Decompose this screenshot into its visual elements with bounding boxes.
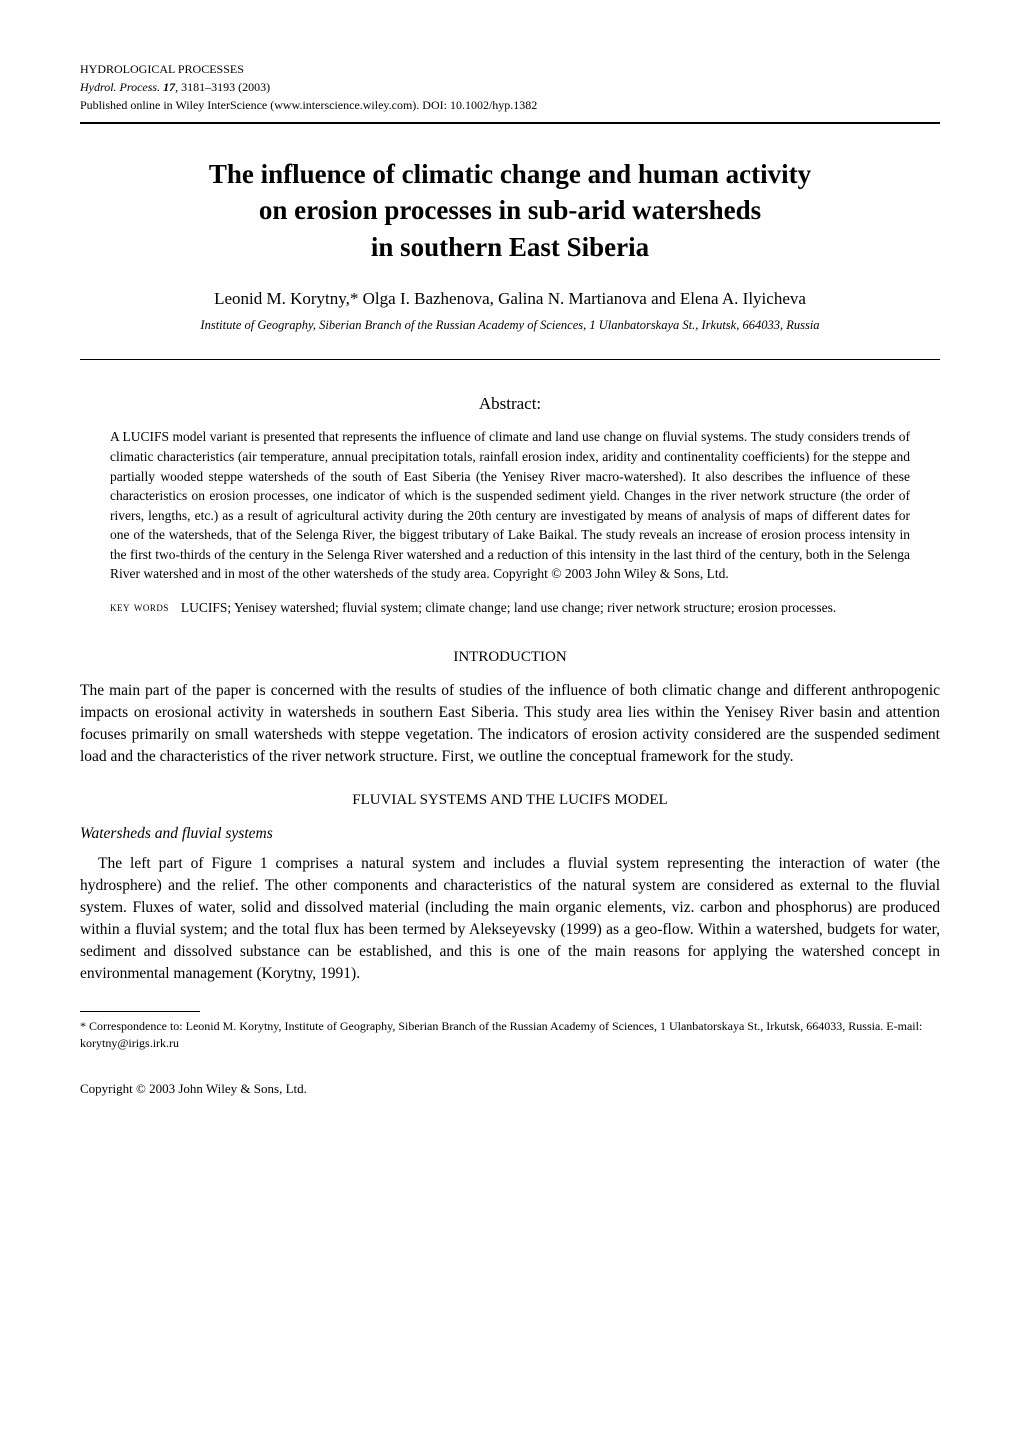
authors: Leonid M. Korytny,* Olga I. Bazhenova, G… [80, 287, 940, 311]
pages-year: , 3181–3193 (2003) [175, 80, 270, 94]
footnote-rule [80, 1011, 200, 1012]
author-rule [80, 359, 940, 360]
section-heading-introduction: INTRODUCTION [80, 647, 940, 668]
section-heading-fluvial: FLUVIAL SYSTEMS AND THE LUCIFS MODEL [80, 790, 940, 811]
title-line-3: in southern East Siberia [371, 232, 649, 262]
journal-name: HYDROLOGICAL PROCESSES [80, 60, 940, 78]
article-title: The influence of climatic change and hum… [80, 156, 940, 265]
keywords-row: key words LUCIFS; Yenisey watershed; flu… [110, 598, 910, 618]
affiliation: Institute of Geography, Siberian Branch … [80, 317, 940, 335]
publication-info: Published online in Wiley InterScience (… [80, 96, 940, 114]
abstract-text: A LUCIFS model variant is presented that… [110, 427, 910, 584]
journal-citation: Hydrol. Process. 17, 3181–3193 (2003) [80, 78, 940, 96]
volume: 17 [160, 80, 175, 94]
abstract-heading: Abstract: [80, 392, 940, 416]
title-line-1: The influence of climatic change and hum… [209, 159, 811, 189]
subsection-heading-watersheds: Watersheds and fluvial systems [80, 823, 940, 845]
title-line-2: on erosion processes in sub-arid watersh… [259, 195, 761, 225]
keywords-text: LUCIFS; Yenisey watershed; fluvial syste… [181, 598, 836, 618]
intro-paragraph: The main part of the paper is concerned … [80, 680, 940, 768]
fluvial-paragraph: The left part of Figure 1 comprises a na… [80, 853, 940, 985]
copyright-notice: Copyright © 2003 John Wiley & Sons, Ltd. [80, 1080, 940, 1098]
journal-abbrev: Hydrol. Process. [80, 80, 160, 94]
header-rule [80, 122, 940, 124]
journal-header: HYDROLOGICAL PROCESSES Hydrol. Process. … [80, 60, 940, 114]
keywords-label: key words [110, 598, 169, 617]
correspondence-footnote: * Correspondence to: Leonid M. Korytny, … [80, 1018, 940, 1052]
